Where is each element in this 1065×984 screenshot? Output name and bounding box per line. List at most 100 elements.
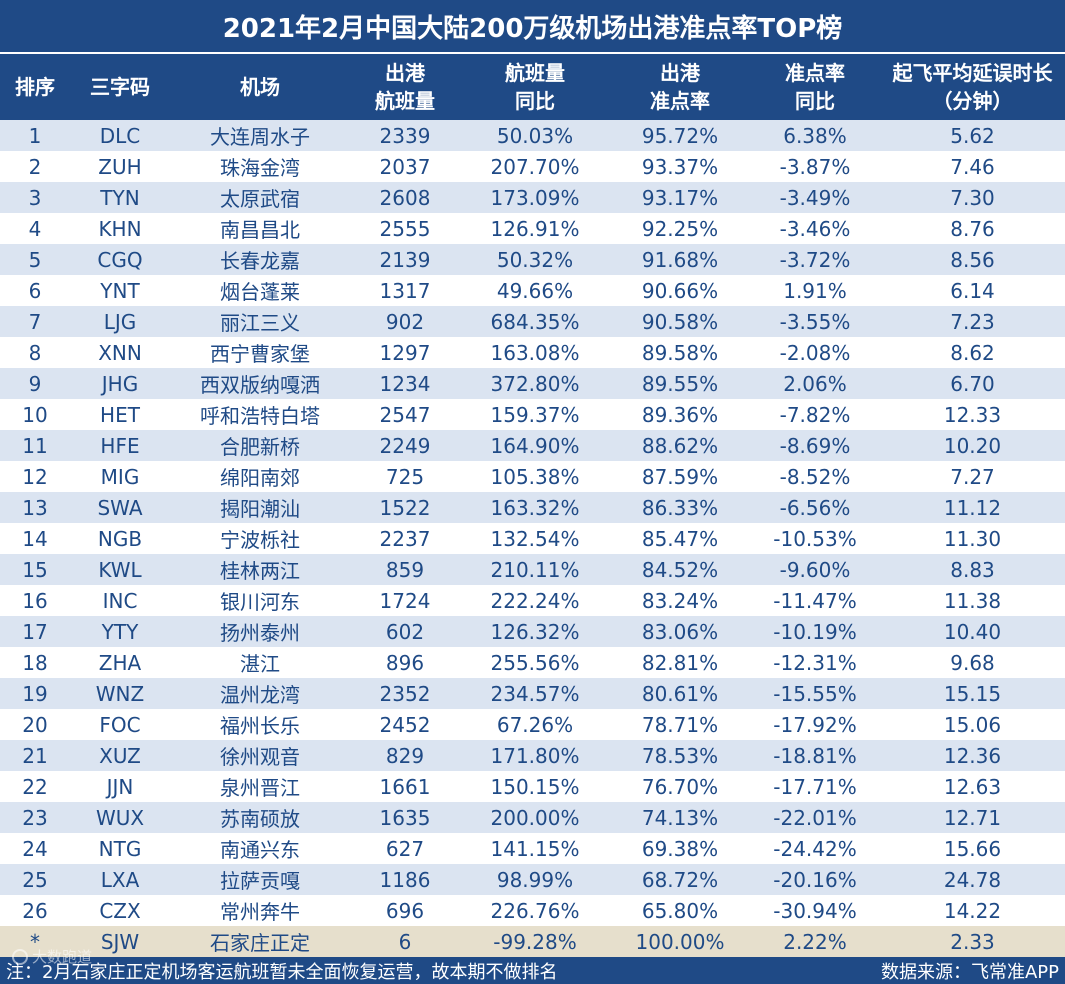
- cell-departures: 859: [385, 557, 425, 582]
- cell-code: WUX: [95, 805, 145, 830]
- cell-departures: 2339: [379, 123, 431, 148]
- cell-code: NTG: [98, 836, 142, 861]
- table-row: 12 MIG 绵阳南郊 725 105.38% 87.59% -8.52% 7.27: [0, 461, 1065, 492]
- header-yoy-volume-line2: 同比: [515, 89, 555, 113]
- cell-code: JHG: [101, 371, 139, 396]
- cell-rank: 11: [22, 433, 48, 458]
- cell-delay: 15.06: [943, 712, 1002, 737]
- cell-rank: 22: [22, 774, 48, 799]
- cell-airport: 太原武宿: [220, 187, 300, 211]
- cell-rank: 25: [22, 867, 48, 892]
- cell-yoy-ontime: -22.01%: [773, 805, 857, 830]
- cell-yoy-volume: 50.03%: [496, 123, 574, 148]
- cell-code: WNZ: [95, 681, 145, 706]
- cell-ontime-rate: 93.17%: [641, 185, 719, 210]
- cell-ontime-rate: 91.68%: [641, 247, 719, 272]
- cell-delay: 10.40: [943, 619, 1002, 644]
- cell-ontime-rate: 65.80%: [641, 898, 719, 923]
- cell-departures: 2547: [379, 402, 431, 427]
- cell-code: KHN: [98, 216, 142, 241]
- cell-ontime-rate: 83.06%: [641, 619, 719, 644]
- cell-airport: 福州长乐: [220, 714, 300, 738]
- cell-yoy-ontime: -30.94%: [773, 898, 857, 923]
- cell-airport: 拉萨贡嘎: [220, 869, 300, 893]
- cell-yoy-ontime: -6.56%: [779, 495, 851, 520]
- cell-departures: 2237: [379, 526, 431, 551]
- cell-airport: 湛江: [240, 652, 280, 676]
- cell-delay: 7.30: [950, 185, 995, 210]
- table-row: 4 KHN 南昌昌北 2555 126.91% 92.25% -3.46% 8.76: [0, 213, 1065, 244]
- header-departures-line2: 航班量: [375, 89, 435, 113]
- cell-departures: 2452: [379, 712, 431, 737]
- table-row: 18 ZHA 湛江 896 255.56% 82.81% -12.31% 9.68: [0, 647, 1065, 678]
- cell-delay: 8.83: [950, 557, 995, 582]
- cell-delay: 7.27: [950, 464, 995, 489]
- table-row: 17 YTY 扬州泰州 602 126.32% 83.06% -10.19% 10.40: [0, 616, 1065, 647]
- cell-rank: 21: [22, 743, 48, 768]
- cell-yoy-ontime: -9.60%: [779, 557, 851, 582]
- cell-rank: 23: [22, 805, 48, 830]
- cell-airport: 扬州泰州: [220, 621, 300, 645]
- cell-airport: 温州龙湾: [220, 683, 300, 707]
- cell-ontime-rate: 93.37%: [641, 154, 719, 179]
- cell-ontime-rate: 84.52%: [641, 557, 719, 582]
- header-ontime-rate: 出港 准点率: [610, 54, 750, 120]
- cell-departures: 1317: [379, 278, 431, 303]
- cell-yoy-ontime: -11.47%: [773, 588, 857, 613]
- footer-source: 数据来源：飞常准APP: [880, 961, 1059, 983]
- cell-airport: 呼和浩特白塔: [200, 404, 320, 428]
- cell-yoy-volume: 173.09%: [490, 185, 580, 210]
- cell-rank: 15: [22, 557, 48, 582]
- cell-airport: 宁波栎社: [220, 528, 300, 552]
- cell-yoy-ontime: 6.38%: [783, 123, 847, 148]
- cell-departures: 2249: [379, 433, 431, 458]
- cell-code: SWA: [97, 495, 143, 520]
- cell-ontime-rate: 89.36%: [641, 402, 719, 427]
- cell-yoy-volume: 141.15%: [490, 836, 580, 861]
- cell-yoy-ontime: -10.19%: [773, 619, 857, 644]
- cell-yoy-ontime: -8.69%: [779, 433, 851, 458]
- cell-departures: 2555: [379, 216, 431, 241]
- cell-airport: 丽江三义: [220, 311, 300, 335]
- cell-departures: 1724: [379, 588, 431, 613]
- cell-ontime-rate: 82.81%: [641, 650, 719, 675]
- cell-rank: 16: [22, 588, 48, 613]
- watermark-text: 大数跑道: [32, 948, 93, 966]
- cell-yoy-ontime: -2.08%: [779, 340, 851, 365]
- cell-departures: 602: [385, 619, 425, 644]
- cell-departures: 696: [385, 898, 425, 923]
- cell-yoy-volume: 50.32%: [496, 247, 574, 272]
- cell-delay: 12.71: [943, 805, 1002, 830]
- cell-rank: 26: [22, 898, 48, 923]
- cell-delay: 7.46: [950, 154, 995, 179]
- cell-yoy-ontime: -17.92%: [773, 712, 857, 737]
- header-yoy-volume: 航班量 同比: [460, 54, 610, 120]
- table-row: 13 SWA 揭阳潮汕 1522 163.32% 86.33% -6.56% 11.12: [0, 492, 1065, 523]
- cell-airport: 合肥新桥: [220, 435, 300, 459]
- cell-yoy-volume: 200.00%: [490, 805, 580, 830]
- cell-departures: 1661: [379, 774, 431, 799]
- cell-airport: 烟台蓬莱: [220, 280, 300, 304]
- cell-departures: 829: [385, 743, 425, 768]
- cell-departures: 2352: [379, 681, 431, 706]
- cell-ontime-rate: 86.33%: [641, 495, 719, 520]
- cell-yoy-volume: 684.35%: [490, 309, 580, 334]
- cell-ontime-rate: 68.72%: [641, 867, 719, 892]
- cell-departures: 1297: [379, 340, 431, 365]
- table-row: * SJW 石家庄正定 6 -99.28% 100.00% 2.22% 2.33: [0, 926, 1065, 957]
- cell-delay: 9.68: [950, 650, 995, 675]
- cell-yoy-ontime: -10.53%: [773, 526, 857, 551]
- cell-yoy-ontime: -7.82%: [779, 402, 851, 427]
- header-rank: 排序: [0, 54, 70, 120]
- cell-delay: 5.62: [950, 123, 995, 148]
- cell-rank: 18: [22, 650, 48, 675]
- cell-code: ZUH: [98, 154, 142, 179]
- cell-yoy-ontime: -3.49%: [779, 185, 851, 210]
- cell-departures: 2139: [379, 247, 431, 272]
- cell-departures: 1186: [379, 867, 431, 892]
- cell-yoy-ontime: -3.72%: [779, 247, 851, 272]
- cell-yoy-volume: 67.26%: [496, 712, 574, 737]
- cell-yoy-ontime: 2.22%: [783, 929, 847, 954]
- cell-code: YNT: [100, 278, 140, 303]
- header-airport-line1: 机场: [240, 75, 280, 99]
